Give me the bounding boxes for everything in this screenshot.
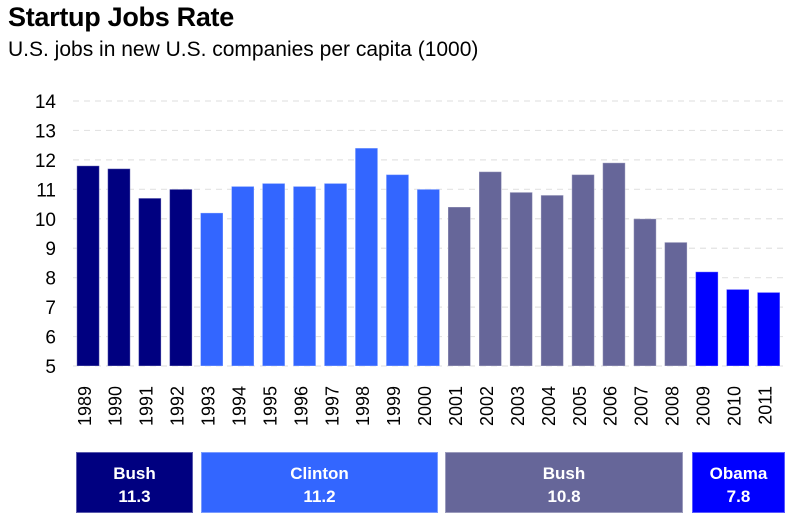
y-tick-label: 6	[45, 328, 56, 349]
bar-chart: 5 6 7 8 9 10 11 12 13 14 1989 1990 1991 1992 1993 1994…	[35, 92, 784, 426]
x-tick-label: 1989	[75, 386, 95, 426]
y-tick-label: 9	[45, 239, 56, 260]
bar-1997	[323, 182, 348, 367]
x-tick-label: 1990	[106, 386, 126, 426]
y-tick-label: 5	[45, 357, 56, 378]
bar-2008	[664, 241, 688, 367]
x-tick-label: 1996	[291, 386, 311, 426]
y-tick-label: 13	[35, 121, 56, 142]
bar-2009	[695, 271, 719, 367]
era-average: 10.8	[547, 487, 581, 506]
bar-2005	[571, 174, 595, 367]
chart-subtitle: U.S. jobs in new U.S. companies per capi…	[8, 38, 479, 61]
bar-2010	[726, 288, 750, 367]
bar-1995	[261, 182, 286, 367]
x-tick-label: 2010	[724, 386, 744, 426]
bar-1990	[107, 168, 131, 367]
bar-1999	[385, 174, 410, 367]
x-axis-ticks: 1989 1990 1991 1992 1993 1994 1995 1996 1997 1998…	[75, 386, 776, 426]
bar-2001	[447, 206, 471, 367]
bar-1991	[138, 197, 162, 367]
bar-1989	[76, 165, 100, 367]
era-name: Clinton	[290, 464, 349, 483]
x-tick-label: 2009	[694, 386, 714, 426]
era-name: Bush	[113, 464, 156, 483]
x-tick-label: 2006	[601, 386, 621, 426]
x-tick-label: 2003	[508, 386, 528, 426]
bar-2000	[416, 188, 441, 367]
bar-2006	[602, 162, 626, 367]
x-tick-label: 1994	[229, 386, 249, 426]
bars	[76, 147, 781, 367]
era-name: Obama	[709, 464, 768, 483]
bar-2003	[509, 191, 533, 367]
bar-2011	[756, 291, 781, 367]
x-tick-label: 2008	[663, 386, 683, 426]
x-tick-label: 1995	[260, 386, 280, 426]
y-axis-ticks: 5 6 7 8 9 10 11 12 13 14	[35, 92, 57, 378]
y-tick-label: 11	[36, 180, 56, 201]
x-tick-label: 2002	[477, 386, 497, 426]
x-tick-label: 2011	[755, 386, 775, 425]
era-box-bush-2001: Bush 10.8	[445, 452, 683, 513]
y-tick-label: 10	[35, 210, 56, 231]
x-tick-label: 1992	[168, 386, 188, 426]
bar-1996	[292, 185, 317, 367]
x-tick-label: 1997	[322, 386, 342, 426]
x-tick-label: 2000	[415, 386, 435, 426]
era-average: 11.2	[303, 487, 336, 506]
era-box-bush-1989: Bush 11.3	[76, 452, 193, 513]
era-box-clinton-1993: Clinton 11.2	[201, 452, 438, 513]
x-tick-label: 2007	[632, 386, 652, 426]
x-tick-label: 1991	[137, 386, 157, 426]
bar-2007	[633, 218, 657, 367]
y-tick-label: 12	[35, 151, 56, 172]
chart-title: Startup Jobs Rate	[8, 2, 234, 32]
bar-1992	[169, 188, 193, 367]
x-tick-label: 1998	[353, 386, 373, 426]
era-average: 7.8	[726, 487, 751, 506]
bar-1993	[200, 212, 224, 367]
era-box-obama-2009: Obama 7.8	[692, 452, 785, 513]
bar-2004	[540, 194, 564, 367]
y-tick-label: 8	[45, 269, 56, 290]
x-tick-label: 1993	[199, 386, 219, 426]
bar-1994	[231, 185, 255, 367]
era-name: Bush	[542, 464, 586, 483]
era-average: 11.3	[118, 487, 151, 506]
x-tick-label: 2005	[570, 386, 590, 426]
x-tick-label: 2004	[539, 386, 559, 426]
y-tick-label: 7	[45, 298, 56, 319]
x-tick-label: 1999	[384, 386, 404, 426]
y-tick-label: 14	[35, 92, 57, 113]
x-tick-label: 2001	[446, 386, 466, 426]
bar-2002	[478, 171, 502, 367]
bar-1998	[354, 147, 379, 367]
